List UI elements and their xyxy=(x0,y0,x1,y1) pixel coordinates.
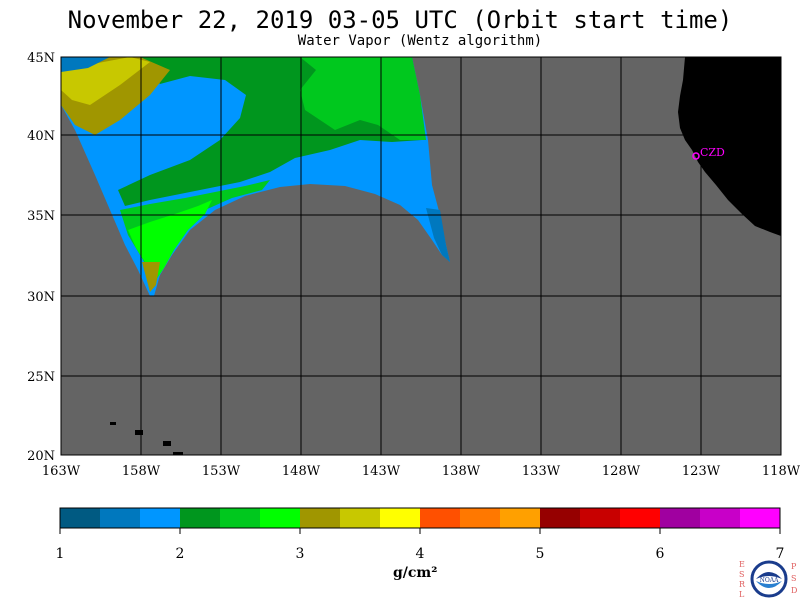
esrl-letter-3: R xyxy=(739,580,746,589)
colorbar-swatch xyxy=(140,508,181,528)
lat-label: 40N xyxy=(27,129,55,144)
colorbar-swatch xyxy=(500,508,541,528)
lon-label: 163W xyxy=(42,464,81,479)
swath-yellow xyxy=(61,57,150,105)
swath-blue-edge xyxy=(61,57,110,72)
colorbar-swatch xyxy=(300,508,341,528)
lon-label: 118W xyxy=(762,464,800,479)
colorbar-tick-label: 1 xyxy=(56,546,65,562)
colorbar-swatch xyxy=(380,508,421,528)
colorbar-swatch xyxy=(540,508,581,528)
lon-label: 128W xyxy=(602,464,641,479)
lon-label: 143W xyxy=(362,464,401,479)
land-hawaii xyxy=(110,422,183,455)
station-marker-icon xyxy=(692,152,700,160)
lat-label: 30N xyxy=(27,290,55,305)
colorbar-tick-label: 3 xyxy=(296,546,305,562)
map-grid xyxy=(61,57,781,455)
lon-label: 158W xyxy=(122,464,161,479)
colorbar-tick-label: 6 xyxy=(656,546,665,562)
noaa-text: NOAA xyxy=(760,577,780,584)
swath-blue-right-edge xyxy=(426,208,450,262)
swath-green xyxy=(300,57,426,140)
lat-label: 25N xyxy=(27,370,55,385)
esrl-letter-1: E xyxy=(739,560,745,569)
psd-letter-3: D xyxy=(791,586,797,595)
colorbar-swatch xyxy=(220,508,261,528)
colorbar-swatch xyxy=(260,508,301,528)
lon-label: 153W xyxy=(202,464,241,479)
esrl-letter-2: S xyxy=(739,570,744,579)
colorbar-swatch xyxy=(620,508,661,528)
chart-title: November 22, 2019 03-05 UTC (Orbit start… xyxy=(67,6,733,34)
colorbar-swatch xyxy=(660,508,701,528)
noaa-bird-icon xyxy=(756,572,782,579)
noaa-logo: E S R L NOAA P S D xyxy=(733,557,799,600)
station-label: CZD xyxy=(700,146,725,159)
lat-label: 20N xyxy=(27,449,55,464)
longitude-labels: 163W 158W 153W 148W 143W 138W 133W 128W 123W 118W xyxy=(42,464,800,479)
colorbar-swatch xyxy=(180,508,221,528)
swath-olive-tip xyxy=(142,262,160,292)
colorbar-swatch xyxy=(60,508,101,528)
lon-label: 133W xyxy=(522,464,561,479)
colorbar-swatch xyxy=(740,508,781,528)
map-frame xyxy=(60,56,782,456)
colorbar-swatch xyxy=(420,508,461,528)
lat-label: 35N xyxy=(27,209,55,224)
colorbar-swatch xyxy=(580,508,621,528)
psd-letter-1: P xyxy=(791,562,797,571)
lat-label: 45N xyxy=(27,51,55,66)
data-swath xyxy=(61,57,450,296)
colorbar-tick-label: 7 xyxy=(776,546,785,562)
colorbar-tick-label: 4 xyxy=(416,546,425,562)
colorbar-unit-label: g/cm² xyxy=(393,565,438,581)
psd-letter-2: S xyxy=(791,574,796,583)
colorbar xyxy=(59,507,781,529)
colorbar-tick-label: 2 xyxy=(176,546,185,562)
colorbar-swatch xyxy=(700,508,741,528)
land-california xyxy=(678,57,781,236)
latitude-labels: 45N 40N 35N 30N 25N 20N xyxy=(27,51,55,464)
esrl-letters: E S R L xyxy=(739,560,746,599)
swath-bright-green xyxy=(128,200,212,280)
lon-label: 123W xyxy=(682,464,721,479)
psd-letters: P S D xyxy=(791,562,797,595)
noaa-emblem-icon xyxy=(750,560,788,598)
colorbar-swatch xyxy=(340,508,381,528)
colorbar-tick-labels: 1 2 3 4 5 6 7 xyxy=(56,528,785,562)
lon-label: 138W xyxy=(442,464,481,479)
chart-subtitle: Water Vapor (Wentz algorithm) xyxy=(297,33,543,49)
esrl-letter-4: L xyxy=(739,590,745,599)
noaa-wave-icon xyxy=(756,581,782,588)
colorbar-swatch xyxy=(100,508,141,528)
lon-label: 148W xyxy=(282,464,321,479)
colorbar-tick-label: 5 xyxy=(536,546,545,562)
colorbar-swatch xyxy=(460,508,501,528)
